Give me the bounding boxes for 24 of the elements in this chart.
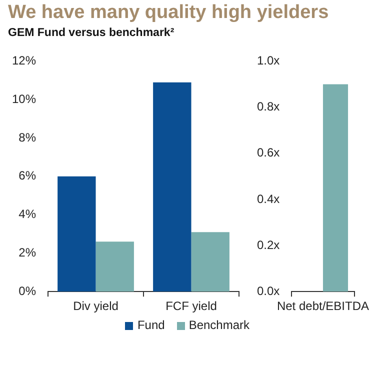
y-tick-label: 2% xyxy=(18,246,36,260)
x-tick-label: Net debt/EBITDA xyxy=(276,299,370,314)
y-tick-label: 0.2x xyxy=(256,238,280,252)
y-tick-label: 0.8x xyxy=(256,100,280,114)
y-tick-label: 8% xyxy=(18,130,36,144)
y-tick-label: 0.0x xyxy=(256,284,280,298)
chart-title: We have many quality high yielders xyxy=(8,2,329,24)
bar xyxy=(153,82,192,292)
legend-label: Benchmark xyxy=(188,318,250,332)
x-tick-label: FCF yield xyxy=(166,299,217,314)
y-tick-label: 10% xyxy=(12,92,36,106)
bar xyxy=(191,232,230,292)
y-tick-label: 0.6x xyxy=(256,146,280,160)
y-tick-label: 0.4x xyxy=(256,192,280,206)
x-tick-label: Div yield xyxy=(73,299,118,314)
legend-label: Fund xyxy=(136,318,165,332)
y-tick-label: 4% xyxy=(18,207,36,222)
bar xyxy=(96,242,134,292)
y-tick-label: 6% xyxy=(18,168,36,183)
bar xyxy=(58,176,96,292)
y-tick-label: 0% xyxy=(18,284,36,298)
chart-subtitle: GEM Fund versus benchmark² xyxy=(8,27,174,39)
y-tick-label: 12% xyxy=(12,54,36,68)
y-tick-label: 1.0x xyxy=(256,54,280,68)
